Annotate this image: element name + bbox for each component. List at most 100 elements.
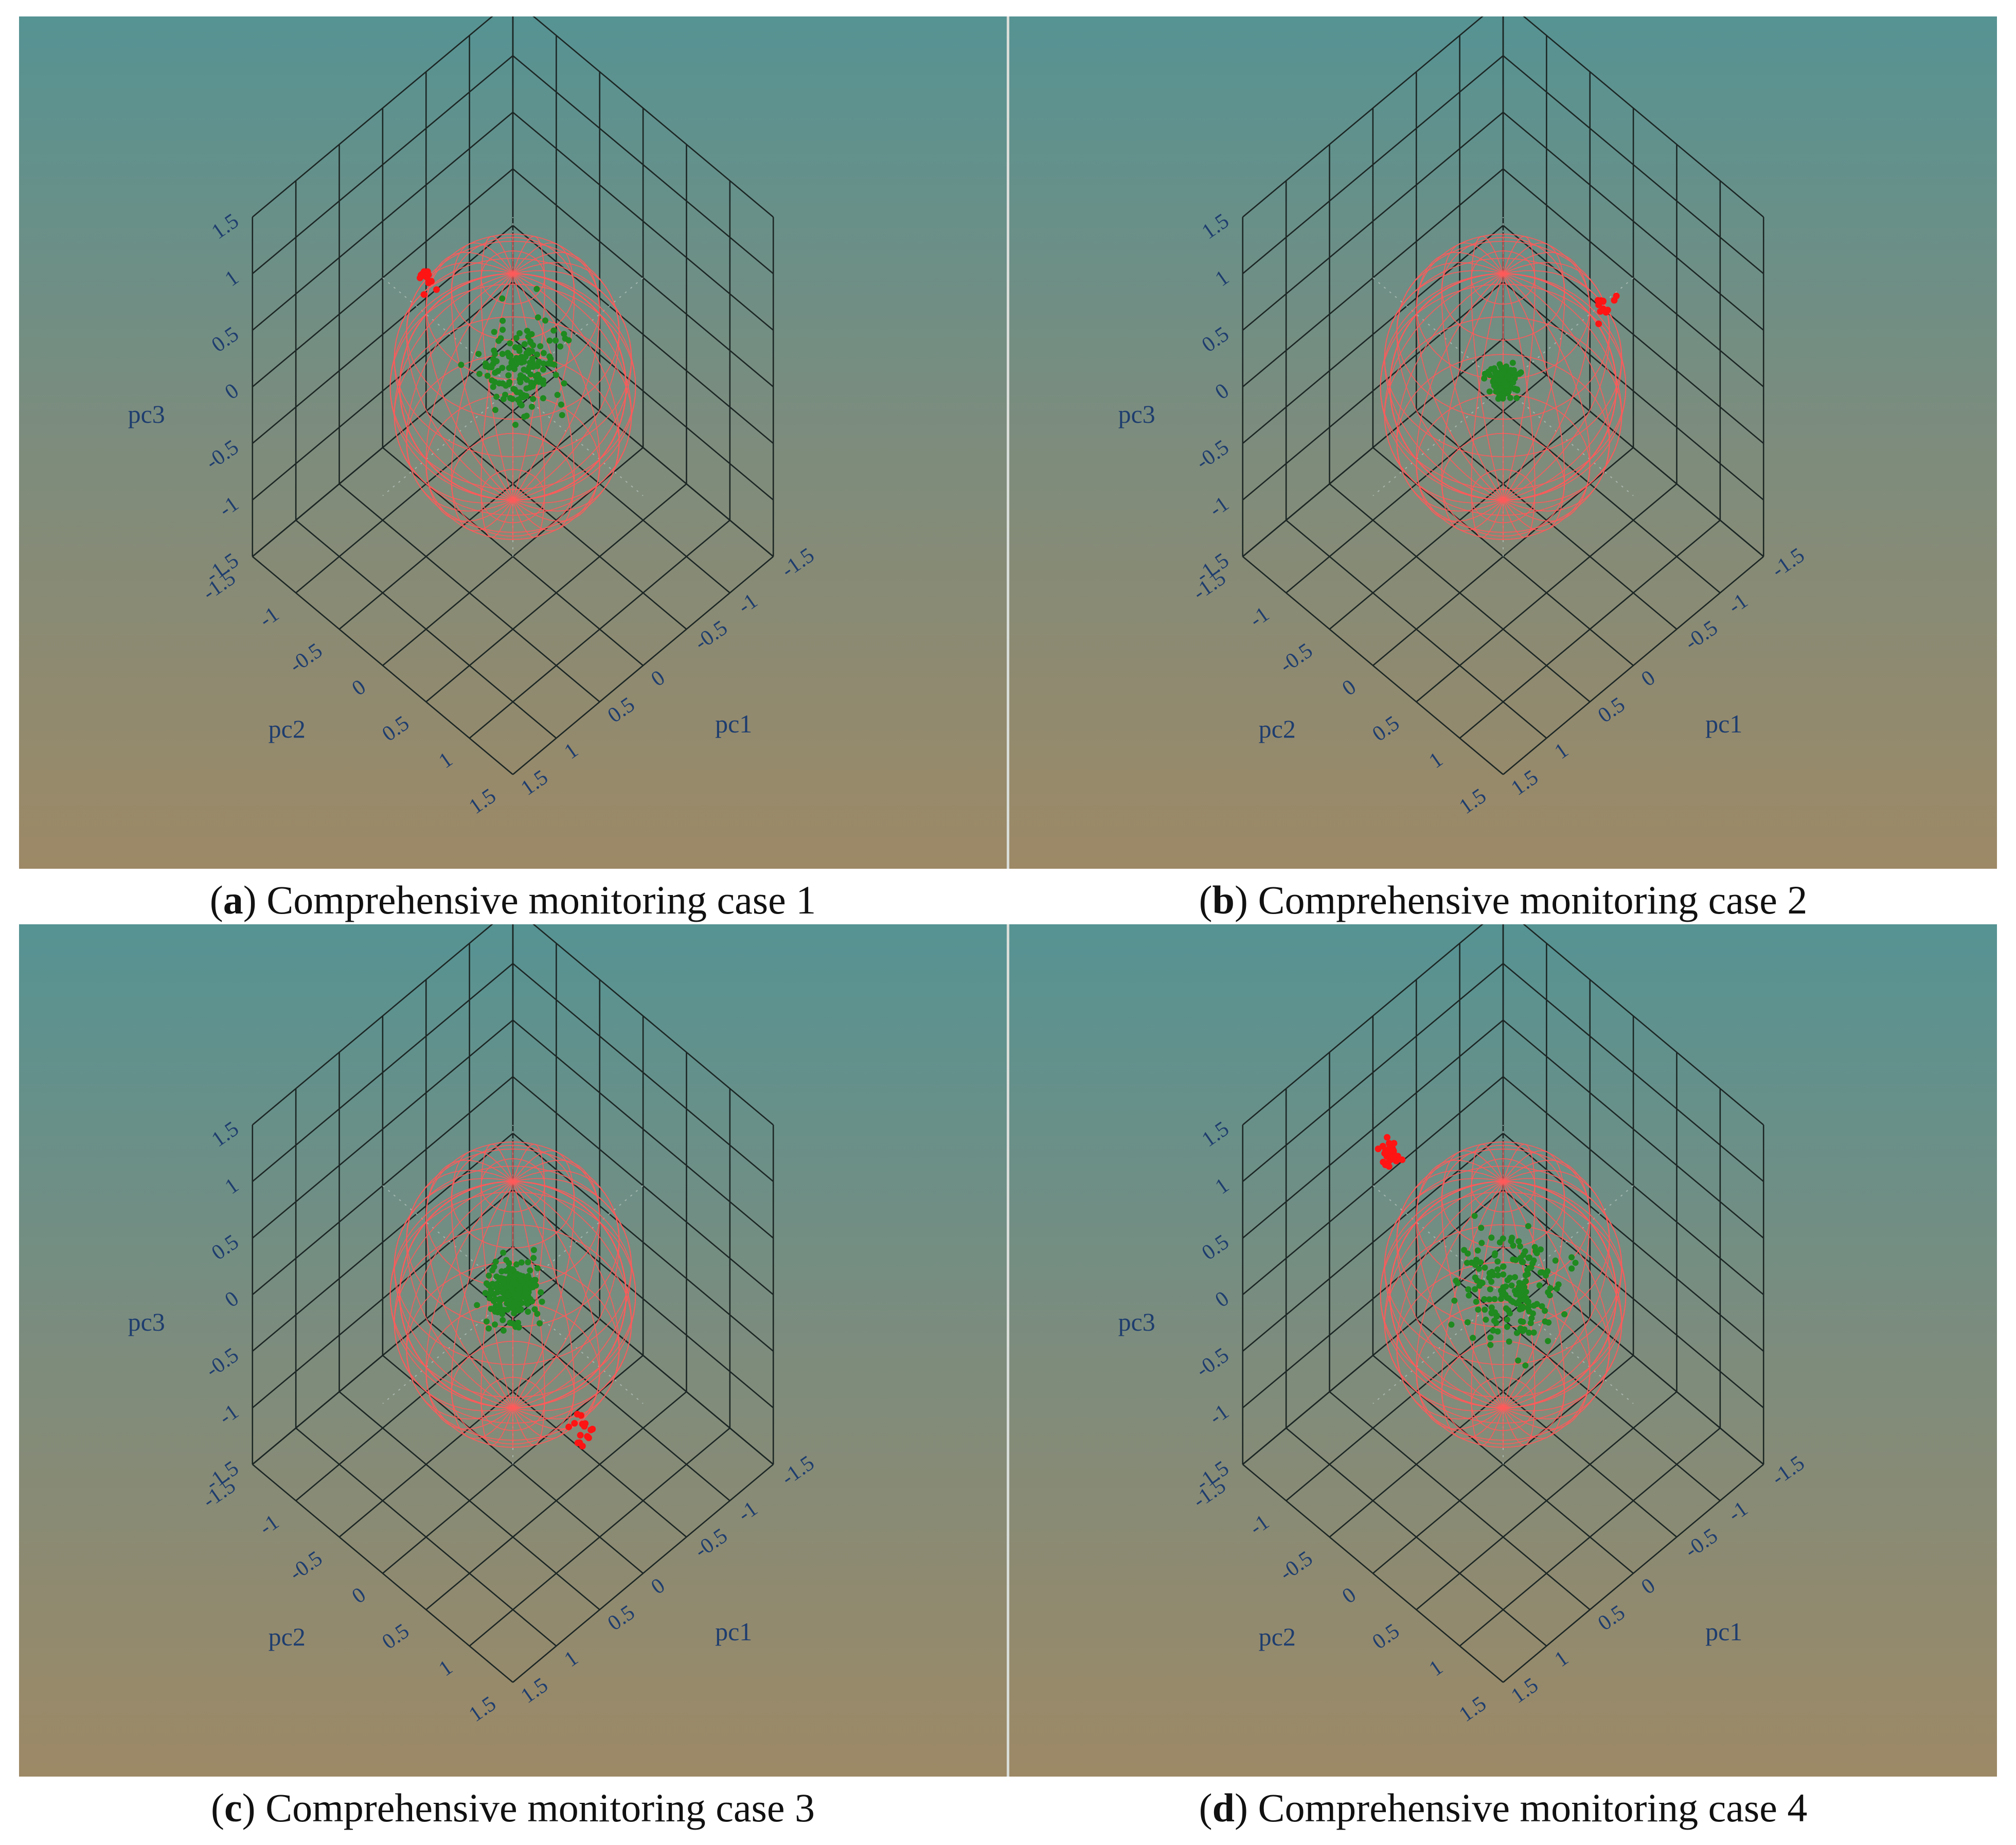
normal-data-point [1521,1326,1528,1333]
normal-data-point [490,384,496,390]
tick-label-pc3: 0.5 [207,1230,243,1265]
normal-data-point [486,1325,492,1332]
normal-data-point [1481,1296,1488,1302]
normal-data-point [1465,1319,1471,1325]
normal-data-point [1520,1259,1526,1265]
tick-label-pc2: 1 [1425,748,1448,774]
normal-data-point [529,355,536,362]
sphere-meridian [1441,242,1565,531]
normal-data-point [1506,1338,1512,1345]
caption-text: Comprehensive monitoring case 4 [1258,1785,1808,1830]
normal-data-point [1464,1260,1470,1266]
normal-data-point [525,1259,531,1265]
sphere-meridian [1384,1178,1622,1411]
fault-data-point [1399,1156,1406,1163]
sphere-meridian [1396,262,1610,512]
normal-data-point [1544,1268,1551,1275]
normal-data-point [1503,1283,1509,1290]
normal-data-point [492,1321,498,1328]
normal-data-point [1506,1295,1512,1302]
normal-data-point [508,1286,514,1293]
grid-line [252,556,513,775]
normal-data-point [534,376,541,383]
sphere-meridian [1396,1170,1610,1420]
normal-data-point [523,385,530,392]
sphere-meridian [1384,270,1622,504]
sphere-meridian [389,273,636,500]
grid-line [1242,55,1504,274]
tick-label-pc1: 0 [1637,666,1660,691]
tick-label-pc2: 0 [1338,675,1361,701]
normal-data-point [492,1302,499,1309]
normal-data-point [522,1288,529,1295]
normal-data-point [1496,361,1503,368]
axis-title-pc2: pc2 [269,1622,306,1651]
normal-data-point [1524,1299,1531,1305]
grid-line [252,1464,513,1683]
normal-data-point [1494,1258,1501,1265]
normal-data-point [1532,1248,1539,1255]
normal-data-point [496,1298,503,1305]
fault-data-point [1375,1145,1382,1153]
normal-data-point [534,314,541,321]
fault-data-point [1382,1161,1389,1169]
normal-data-point [489,1281,496,1287]
normal-data-point [530,1255,537,1261]
sphere-outline [1389,1180,1617,1409]
tick-label-pc2: -0.5 [1275,639,1317,678]
normal-data-point [1515,1357,1522,1364]
normal-data-point [1545,1338,1551,1345]
normal-data-point [508,360,515,366]
normal-data-point [518,402,525,408]
normal-data-point [1545,1289,1551,1296]
tick-label-pc1: -0.5 [1681,616,1722,655]
normal-data-point [540,366,547,373]
sphere-meridian [1384,270,1622,504]
tick-label-pc1: 0 [647,666,669,691]
normal-data-point [524,1301,530,1307]
normal-data-point [550,327,557,334]
normal-data-point [489,377,495,384]
chart-svg-d: -1.5-1.5-1.5-1-1 -1-0.5-0.5-0.500 00.50.50… [1118,924,1809,1727]
normal-data-point [1525,1223,1531,1229]
tick-label-pc3: -1 [215,492,243,522]
tick-label-pc1: 0.5 [603,693,639,728]
normal-data-point [552,372,559,378]
sphere-meridian [394,1178,632,1411]
normal-data-point [517,379,524,386]
fault-data-point [581,1423,588,1430]
sphere-meridian [1441,1150,1565,1439]
normal-data-point [1504,373,1511,380]
normal-data-point [515,1307,522,1314]
fault-data-point [1389,1150,1396,1157]
tick-label-pc1: -1.5 [777,543,819,582]
normal-data-point [509,1266,516,1273]
normal-data-point [1489,1268,1495,1275]
normal-data-point [1488,1310,1495,1317]
tick-label-pc3: 0 [221,379,243,405]
normal-data-point [554,391,561,398]
sphere-meridian [406,1170,620,1420]
tick-label-pc1: 1.5 [516,765,552,800]
tick-label-pc2: -1 [1245,1510,1274,1540]
grid-line [1503,1464,1764,1683]
normal-data-point [516,330,523,336]
normal-data-point [1513,1330,1520,1336]
normal-data-point [505,372,512,379]
normal-data-point [1482,1306,1488,1313]
fault-data-point [1602,309,1610,316]
tick-label-pc3: 0.5 [207,323,243,357]
normal-data-point [1555,1281,1562,1288]
normal-data-point [547,355,554,362]
normal-data-point [499,351,506,357]
normal-data-point [1508,1238,1514,1244]
axis-title-pc1: pc1 [715,709,752,738]
caption-letter: a [223,877,243,922]
normal-data-point [482,1289,489,1296]
normal-data-point [561,331,567,337]
normal-data-point [492,1258,499,1265]
caption-text: Comprehensive monitoring case 3 [265,1785,815,1830]
grid-line [512,963,774,1182]
sphere-meridian [451,1150,575,1439]
normal-data-point [1486,388,1493,395]
